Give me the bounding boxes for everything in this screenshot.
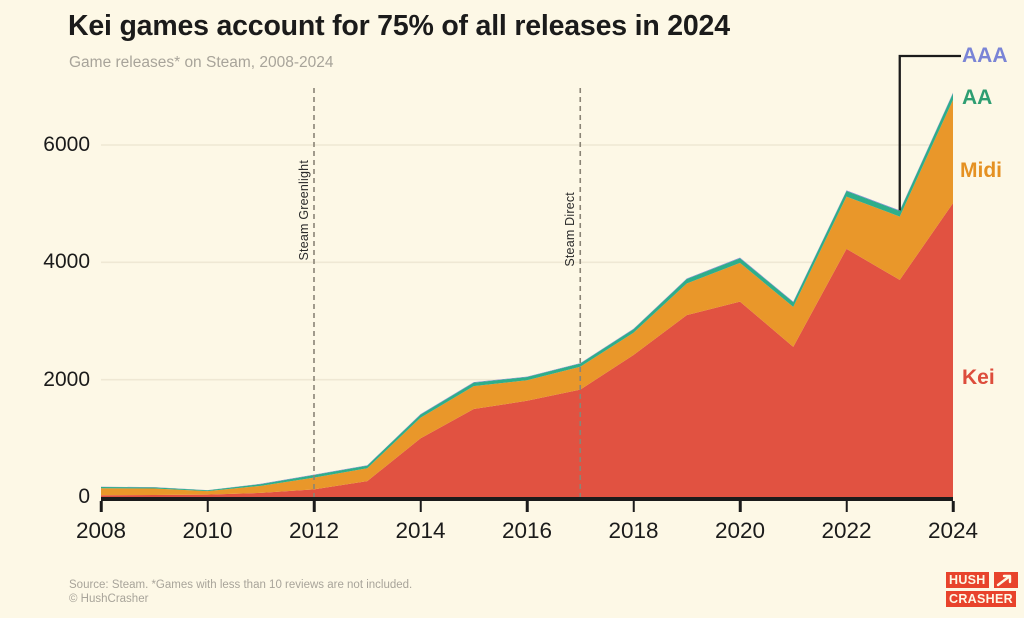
y-tick-label-0: 0 [78, 485, 90, 508]
x-tick-mark-2012 [312, 501, 316, 512]
x-tick-mark-2022 [845, 501, 848, 512]
x-tick-label-2012: 2012 [288, 518, 340, 543]
arrow-icon [994, 572, 1018, 588]
x-tick-mark-2018 [632, 501, 635, 512]
x-tick-mark-2024 [951, 501, 955, 512]
y-axis-labels: 0 2000 4000 6000 [0, 0, 90, 618]
y-tick-label-4000: 4000 [43, 250, 90, 274]
series-label-aaa: AAA [962, 44, 1008, 67]
area-chart-svg [101, 54, 961, 497]
x-tick-mark-2020 [738, 501, 742, 512]
x-tick-label-2022: 2022 [821, 518, 872, 543]
chart-title: Kei games account for 75% of all release… [68, 10, 730, 42]
x-tick-label-2010: 2010 [182, 518, 233, 543]
event-label-steam-greenlight: Steam Greenlight [297, 160, 311, 261]
area-series-kei [101, 203, 953, 497]
x-tick-mark-2010 [206, 501, 209, 512]
series-label-kei: Kei [962, 366, 995, 389]
x-tick-label-2024: 2024 [927, 518, 979, 543]
x-tick-label-2018: 2018 [608, 518, 659, 543]
x-tick-label-2014: 2014 [395, 518, 446, 543]
y-tick-label-2000: 2000 [43, 367, 90, 391]
series-label-aa: AA [962, 86, 993, 109]
source-line-2: © HushCrasher [69, 593, 149, 605]
logo-text-hush: HUSH [946, 572, 989, 588]
source-line-1: Source: Steam. *Games with less than 10 … [69, 579, 413, 591]
x-tick-label-2008: 2008 [75, 518, 127, 543]
event-label-steam-direct: Steam Direct [563, 192, 578, 267]
x-tick-mark-2008 [99, 501, 103, 512]
y-tick-label-6000: 6000 [43, 133, 90, 156]
chart-subtitle: Game releases* on Steam, 2008-2024 [69, 54, 334, 71]
series-label-midi: Midi [960, 159, 1002, 182]
arrow-icon-glyph [996, 574, 1012, 587]
hushcrasher-logo: HUSH CRASHER [946, 572, 1018, 610]
plot-area [101, 43, 961, 497]
aaa-callout-bracket [898, 54, 961, 211]
source-note: Source: Steam. *Games with less than 10 … [69, 578, 412, 606]
x-tick-label-2016: 2016 [501, 518, 553, 543]
logo-text-crasher: CRASHER [946, 591, 1016, 607]
x-tick-label-2020: 2020 [714, 518, 766, 543]
x-tick-mark-2016 [525, 501, 529, 512]
x-axis-line [101, 497, 953, 501]
x-tick-mark-2014 [419, 501, 422, 512]
